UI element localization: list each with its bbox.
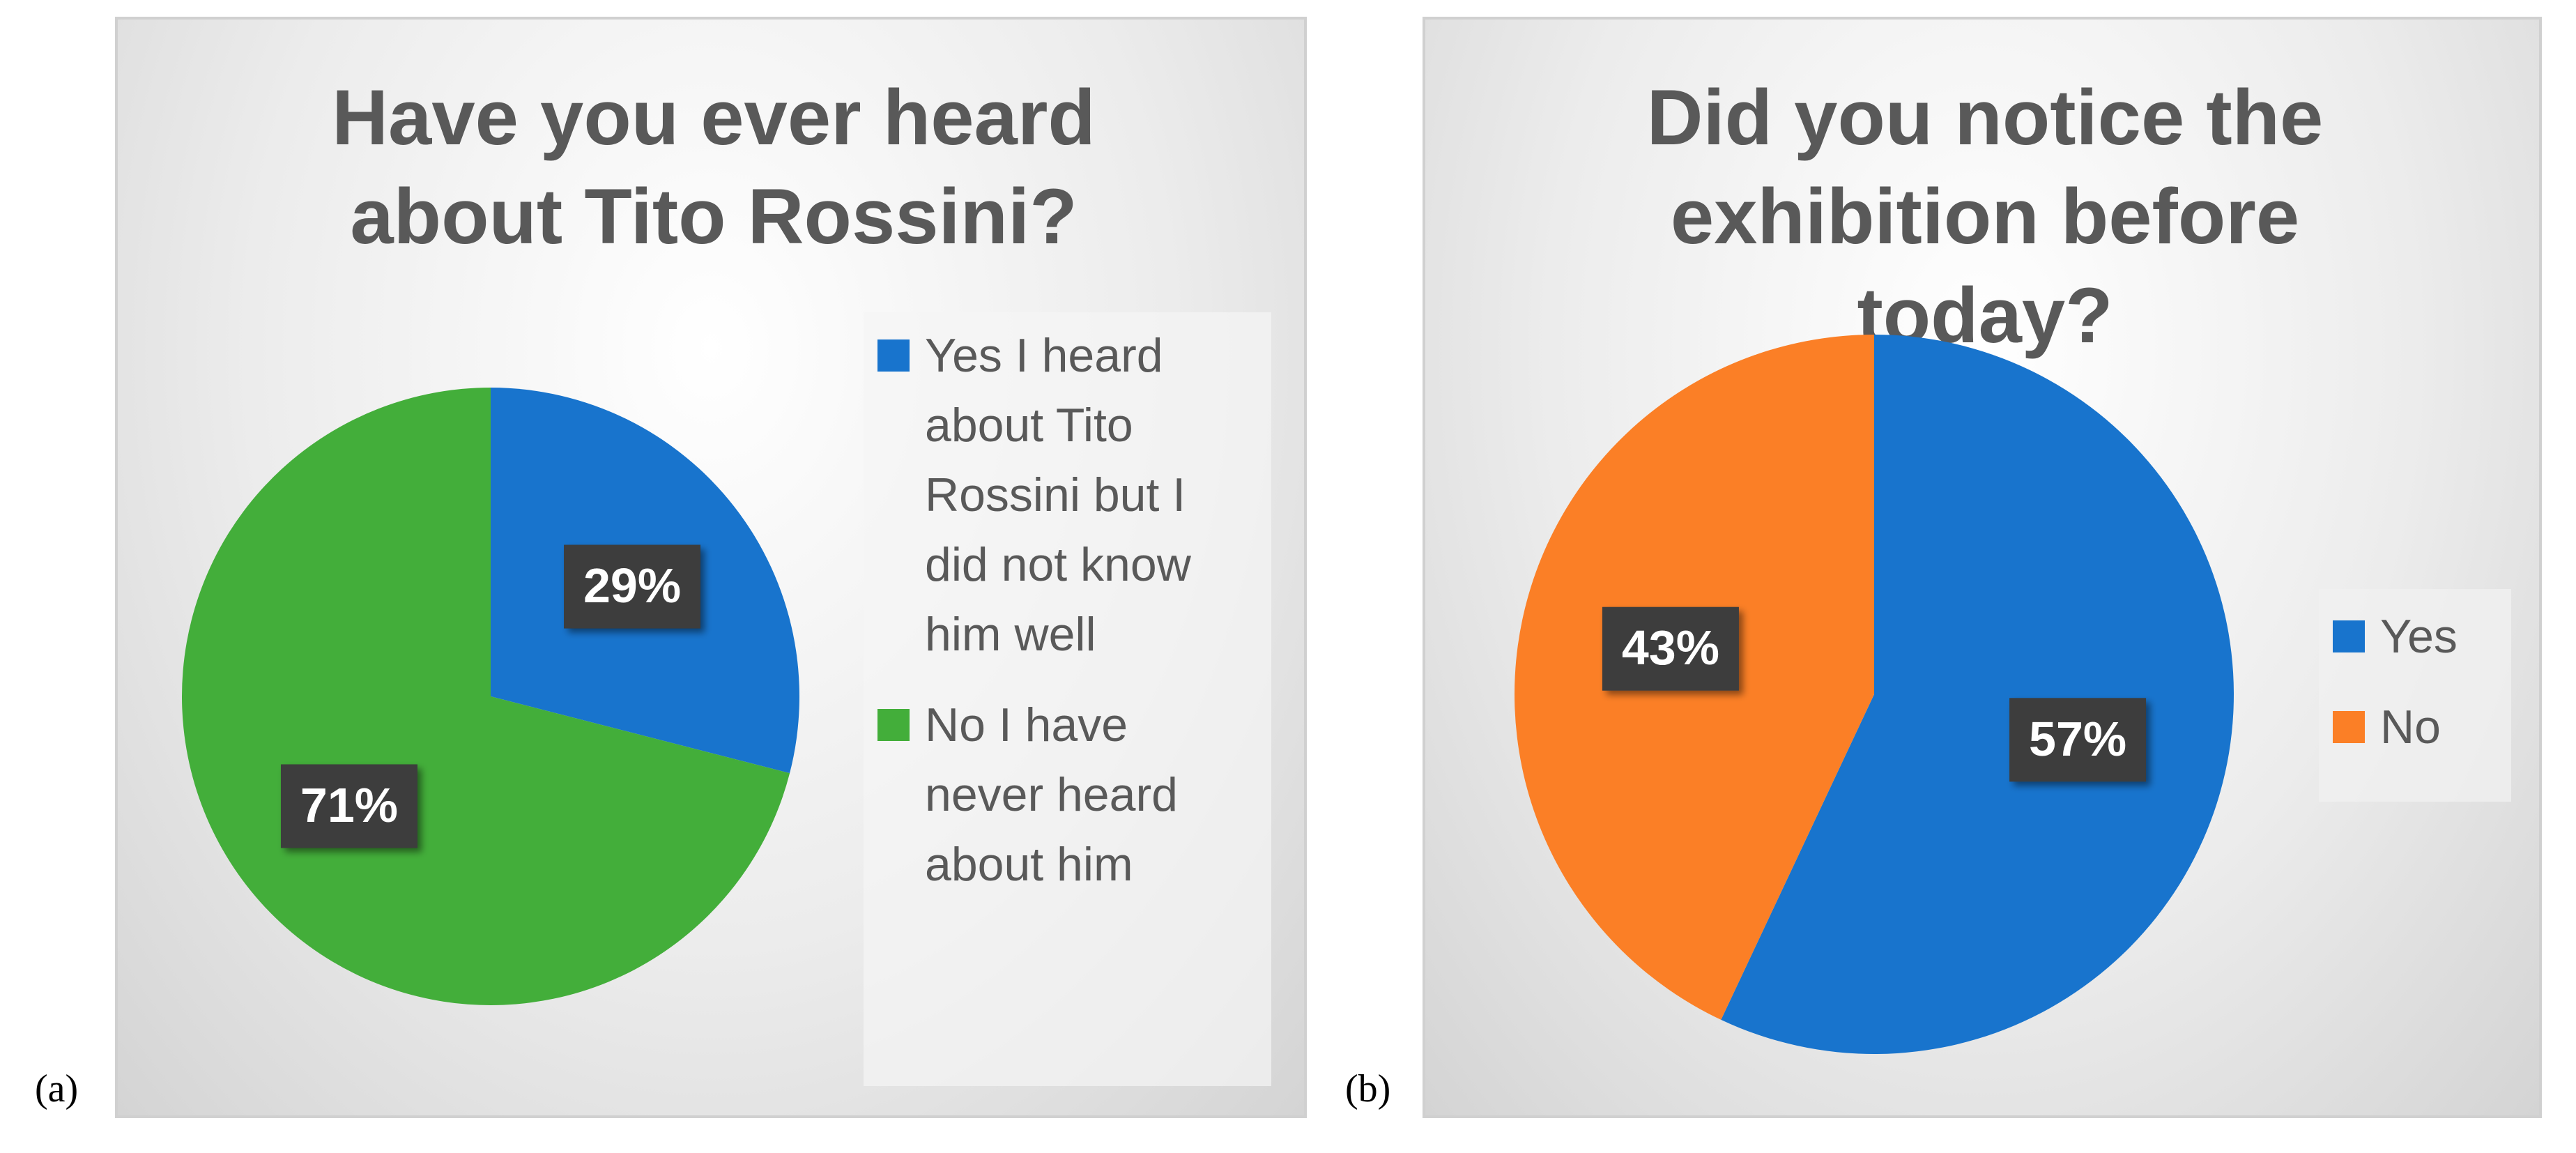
data-label-box: [564, 544, 701, 629]
chart-title: Have you ever heard about Tito Rossini?: [332, 74, 1096, 260]
data-label-box: [2009, 698, 2147, 782]
legend-item: No I have never heard about him: [877, 690, 1257, 899]
data-label-box: [280, 764, 417, 848]
data-label: 71%: [300, 778, 398, 832]
legend-text: No I have never heard about him: [925, 698, 1178, 891]
panel-label: (a): [35, 1067, 79, 1110]
chart-panel: Have you ever heard about Tito Rossini? 2…: [115, 17, 1307, 1118]
legend-text: Yes: [2380, 610, 2458, 663]
legend-text: Yes I heard about Tito Rossini but I did…: [925, 329, 1191, 661]
chart-panel: Did you notice the exhibition before tod…: [1423, 17, 2542, 1118]
legend-item: Yes: [2333, 602, 2497, 671]
pie-slice: [1721, 335, 2234, 1054]
legend: Yes No: [2319, 589, 2511, 802]
data-label-box: [1602, 606, 1739, 691]
legend-text: No: [2380, 701, 2441, 754]
panel-label: (b): [1345, 1067, 1391, 1110]
legend: Yes I heard about Tito Rossini but I did…: [864, 312, 1271, 1086]
legend-swatch: [877, 339, 910, 372]
legend-swatch: [2333, 711, 2365, 743]
legend-swatch: [877, 709, 910, 741]
data-label: 57%: [2029, 712, 2126, 766]
chart: 57% 43%: [1515, 335, 2234, 1054]
chart-title: Did you notice the exhibition before tod…: [1646, 74, 2324, 359]
legend-item: Yes I heard about Tito Rossini but I did…: [877, 321, 1257, 669]
data-label: 29%: [583, 558, 681, 613]
chart: 29% 71%: [182, 388, 799, 1006]
legend-swatch: [2333, 620, 2365, 652]
data-label: 43%: [1622, 620, 1719, 675]
legend-item: No: [2333, 692, 2497, 762]
pie-slice: [182, 388, 790, 1006]
